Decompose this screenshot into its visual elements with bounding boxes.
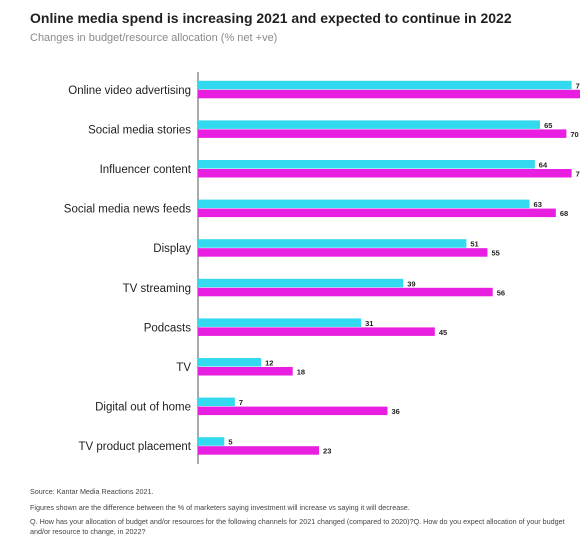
bar-2021 [198,278,404,288]
bar-2022 [198,169,572,178]
value-label: 63 [534,200,542,209]
chart-title: Online media spend is increasing 2021 an… [30,10,512,26]
value-label: 51 [470,240,478,249]
value-label: 12 [265,359,273,368]
bar-2021 [198,318,362,327]
chart-subtitle: Changes in budget/resource allocation (%… [30,32,278,44]
bar-2021 [198,397,235,407]
bar-2022 [198,208,556,218]
category-label: Online video advertising [68,85,191,97]
value-label: 64 [539,161,548,170]
bar-2021 [198,437,225,446]
bar-2021 [198,120,541,129]
category-label: Digital out of home [95,402,191,414]
bar-2021 [198,199,530,209]
value-label: 71 [576,81,580,90]
category-label: Social media news feeds [64,204,191,216]
value-label: 56 [497,288,505,297]
value-label: 31 [365,319,373,328]
method-note: Figures shown are the difference between… [30,503,410,512]
question-note: Q. How has your allocation of budget and… [30,517,565,536]
bar-2021 [198,358,262,367]
bar-2022 [198,129,567,138]
bar-2022 [198,287,493,297]
bar-2022 [198,406,388,416]
category-label: TV [176,362,191,374]
value-label: 36 [391,407,399,416]
bar-2022 [198,248,488,257]
category-label: TV streaming [123,283,191,295]
category-label: Influencer content [100,164,192,176]
category-label: Podcasts [144,322,192,334]
bar-2022 [198,367,293,376]
value-label: 65 [544,121,552,130]
value-label: 5 [228,438,232,447]
bar-2021 [198,80,572,90]
value-label: 70 [570,130,578,139]
value-label: 39 [407,279,415,288]
bar-2022 [198,89,580,99]
value-label: 45 [439,328,447,337]
value-label: 7 [239,398,243,407]
bar-2021 [198,160,535,169]
category-label: TV product placement [78,441,191,453]
value-label: 68 [560,209,568,218]
bar-2021 [198,239,467,248]
value-label: 23 [323,447,331,456]
category-label: Display [153,243,191,255]
bar-2022 [198,327,435,336]
source-note: Source: Kantar Media Reactions 2021. [30,487,154,496]
bar-2022 [198,446,320,455]
value-label: 55 [491,249,499,258]
value-label: 18 [297,368,305,377]
value-label: 71 [576,170,580,179]
category-label: Social media stories [88,124,191,136]
